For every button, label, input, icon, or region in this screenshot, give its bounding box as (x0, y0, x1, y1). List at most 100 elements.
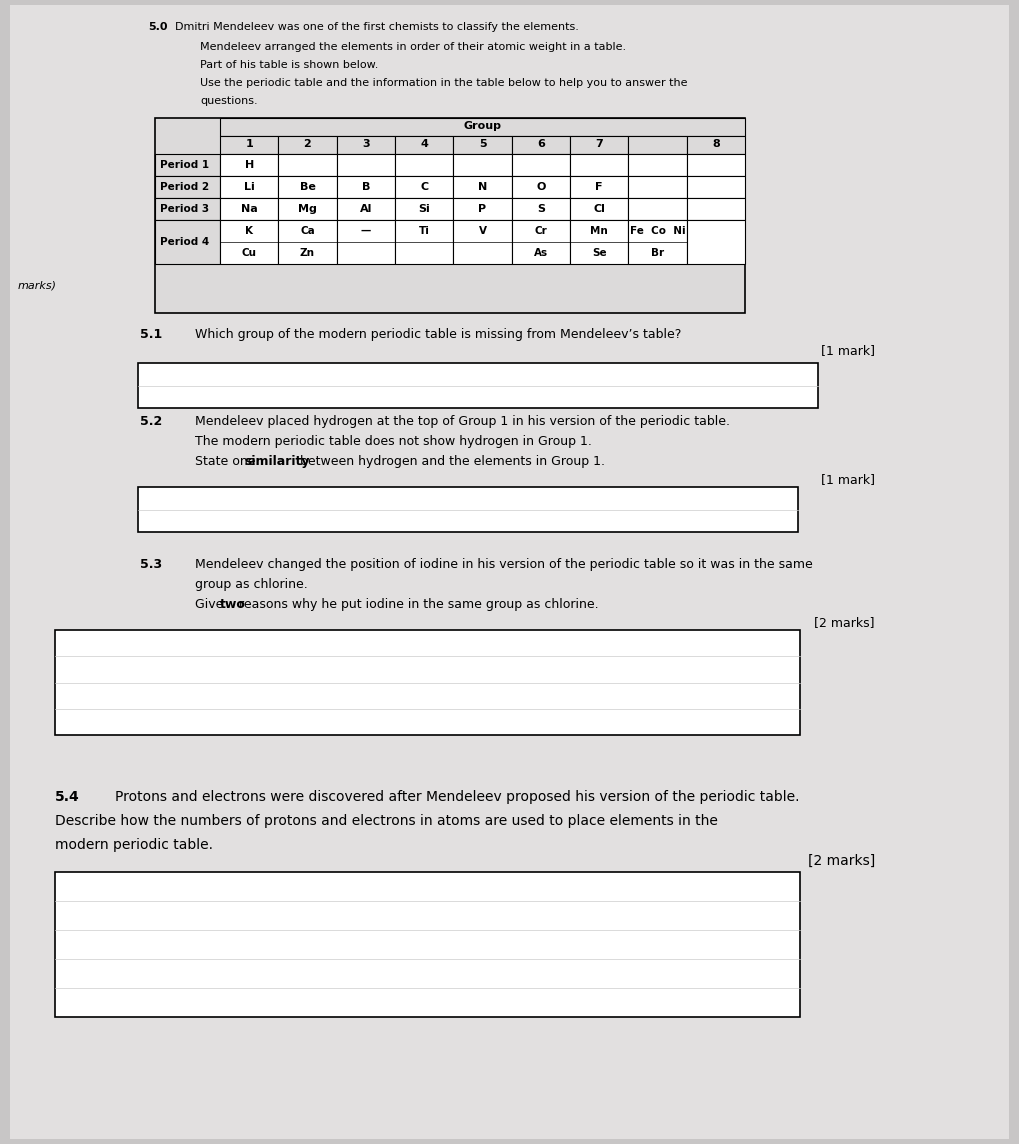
Text: marks): marks) (18, 280, 57, 289)
Text: 5.0: 5.0 (148, 22, 167, 32)
Text: Period 2: Period 2 (160, 182, 209, 192)
Bar (336, 176, 395, 198)
Bar (155, 154, 220, 176)
Bar (395, 176, 453, 198)
Text: Li: Li (244, 182, 255, 192)
Text: Cu: Cu (242, 248, 257, 259)
Bar (570, 136, 629, 154)
Text: Mn: Mn (590, 227, 608, 236)
Text: As: As (534, 248, 548, 259)
Bar (220, 118, 745, 136)
Text: Mendeleev arranged the elements in order of their atomic weight in a table.: Mendeleev arranged the elements in order… (200, 42, 626, 51)
Text: Give: Give (195, 598, 227, 611)
Bar (395, 154, 453, 176)
Bar (629, 198, 687, 220)
Bar (629, 154, 687, 176)
Text: Protons and electrons were discovered after Mendeleev proposed his version of th: Protons and electrons were discovered af… (115, 791, 800, 804)
Text: H: H (245, 160, 254, 170)
Text: Zn: Zn (300, 248, 315, 259)
Text: 3: 3 (362, 140, 370, 149)
Text: [1 mark]: [1 mark] (821, 472, 875, 486)
Text: group as chlorine.: group as chlorine. (195, 578, 308, 591)
Bar (138, 487, 798, 532)
Text: Part of his table is shown below.: Part of his table is shown below. (200, 59, 378, 70)
Text: O: O (536, 182, 545, 192)
Text: similarity: similarity (244, 455, 310, 468)
Text: Se: Se (592, 248, 606, 259)
Bar (220, 136, 278, 154)
Text: Be: Be (300, 182, 316, 192)
Text: Period 3: Period 3 (160, 204, 209, 214)
Bar (687, 198, 745, 220)
Bar (220, 176, 278, 198)
Bar (512, 176, 570, 198)
Text: 5: 5 (479, 140, 486, 149)
Bar (278, 136, 336, 154)
Bar (453, 220, 512, 264)
Text: Group: Group (464, 121, 501, 132)
Bar (453, 136, 512, 154)
Text: 5.2: 5.2 (140, 415, 162, 428)
Bar (570, 198, 629, 220)
Bar (155, 118, 745, 313)
Text: Period 1: Period 1 (160, 160, 209, 170)
Text: [2 marks]: [2 marks] (808, 855, 875, 868)
Bar (512, 220, 570, 264)
Text: reasons why he put iodine in the same group as chlorine.: reasons why he put iodine in the same gr… (235, 598, 599, 611)
Bar (336, 220, 395, 264)
Bar (687, 176, 745, 198)
Bar (687, 220, 745, 264)
Text: Br: Br (651, 248, 664, 259)
Text: 7: 7 (595, 140, 603, 149)
Bar (220, 154, 278, 176)
Text: Mendeleev changed the position of iodine in his version of the periodic table so: Mendeleev changed the position of iodine… (195, 558, 813, 571)
Text: K: K (246, 227, 253, 236)
Text: Mg: Mg (299, 204, 317, 214)
Bar (512, 136, 570, 154)
Text: Describe how the numbers of protons and electrons in atoms are used to place ele: Describe how the numbers of protons and … (55, 815, 717, 828)
Text: questions.: questions. (200, 96, 258, 106)
Text: P: P (479, 204, 486, 214)
Text: Dmitri Mendeleev was one of the first chemists to classify the elements.: Dmitri Mendeleev was one of the first ch… (175, 22, 579, 32)
Text: Cl: Cl (593, 204, 605, 214)
Text: Use the periodic table and the information in the table below to help you to ans: Use the periodic table and the informati… (200, 78, 688, 88)
Bar (155, 220, 220, 264)
Text: modern periodic table.: modern periodic table. (55, 839, 213, 852)
Bar (512, 198, 570, 220)
Text: Si: Si (418, 204, 430, 214)
Text: F: F (595, 182, 603, 192)
Bar (336, 198, 395, 220)
Bar (570, 176, 629, 198)
Text: 5.1: 5.1 (140, 328, 162, 341)
Text: State one: State one (195, 455, 260, 468)
Bar (395, 220, 453, 264)
Bar (220, 220, 278, 264)
Bar (570, 154, 629, 176)
Text: Al: Al (360, 204, 372, 214)
Bar (55, 872, 800, 1017)
Text: Period 4: Period 4 (160, 237, 209, 247)
Bar (629, 220, 687, 264)
Bar (336, 154, 395, 176)
Bar (687, 154, 745, 176)
Text: Ti: Ti (419, 227, 430, 236)
Text: Fe  Co  Ni: Fe Co Ni (630, 227, 686, 236)
Text: Ca: Ca (301, 227, 315, 236)
Bar (395, 136, 453, 154)
Bar (278, 198, 336, 220)
Text: [2 marks]: [2 marks] (814, 615, 875, 629)
Text: S: S (537, 204, 545, 214)
Text: C: C (420, 182, 428, 192)
Text: N: N (478, 182, 487, 192)
Text: Which group of the modern periodic table is missing from Mendeleev’s table?: Which group of the modern periodic table… (195, 328, 682, 341)
Bar (453, 176, 512, 198)
Text: 6: 6 (537, 140, 545, 149)
Text: [1 mark]: [1 mark] (821, 344, 875, 357)
Text: —: — (361, 227, 371, 236)
Bar (336, 136, 395, 154)
Bar (55, 630, 800, 734)
Bar (453, 154, 512, 176)
Text: Cr: Cr (534, 227, 547, 236)
Text: 5.4: 5.4 (55, 791, 79, 804)
Text: between hydrogen and the elements in Group 1.: between hydrogen and the elements in Gro… (296, 455, 605, 468)
